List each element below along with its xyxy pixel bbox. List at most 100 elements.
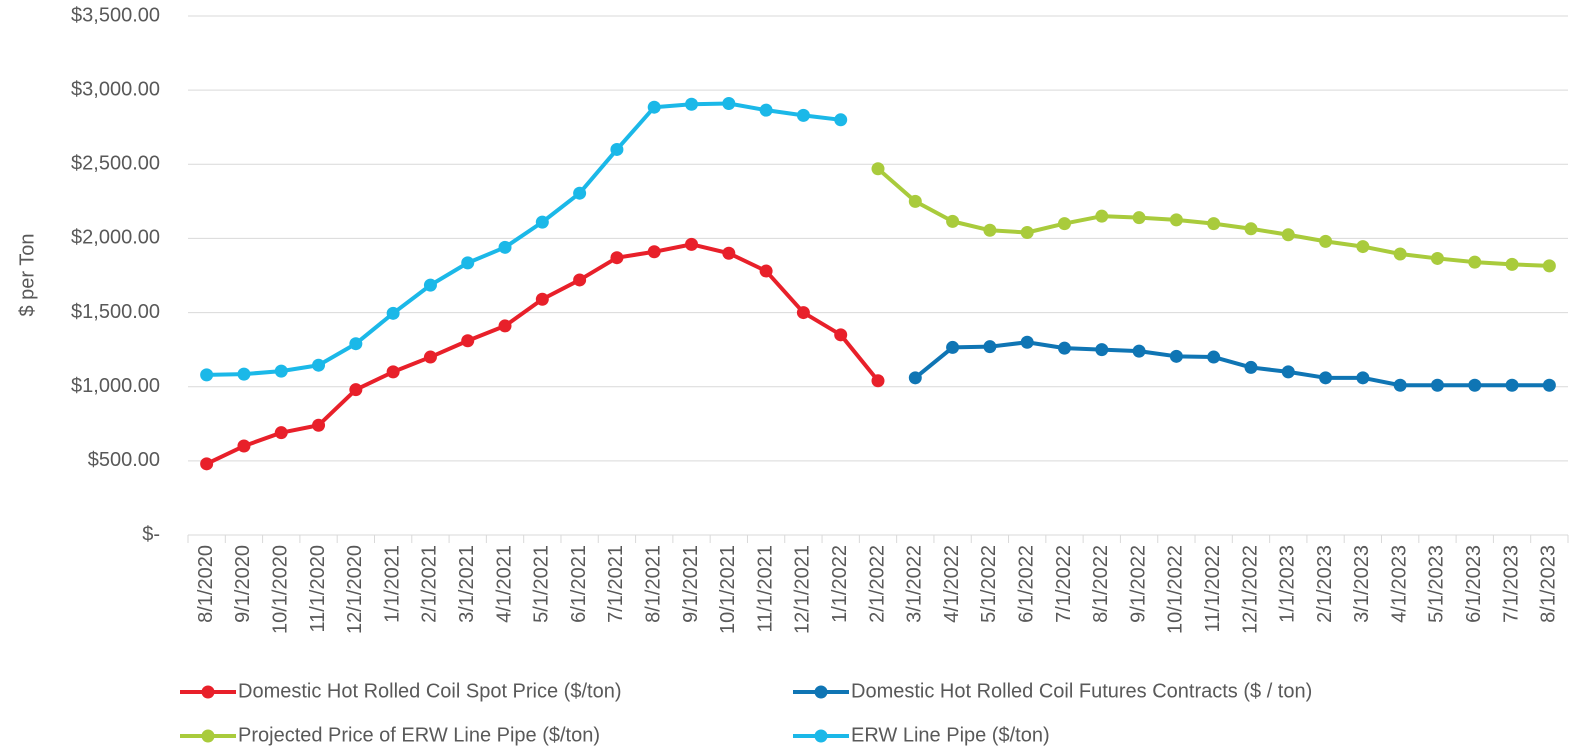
data-point (983, 340, 997, 354)
data-point (1542, 259, 1556, 273)
data-point (386, 306, 400, 320)
data-point (535, 215, 549, 229)
data-point (610, 251, 624, 265)
y-tick-label: $2,000.00 (71, 227, 160, 249)
data-point (1095, 343, 1109, 357)
x-tick-label: 1/1/2023 (1277, 545, 1299, 623)
x-tick-label: 3/1/2023 (1351, 545, 1373, 623)
y-tick-label: $1,000.00 (71, 375, 160, 397)
data-point (535, 292, 549, 306)
x-tick-label: 9/1/2022 (1127, 545, 1149, 623)
data-point (1393, 247, 1407, 261)
data-point (1542, 378, 1556, 392)
data-point (1207, 350, 1221, 364)
series-line (205, 242, 880, 466)
y-tick-label: $500.00 (88, 449, 160, 471)
data-point (685, 237, 699, 251)
data-point (1468, 378, 1482, 392)
data-point (1020, 225, 1034, 239)
x-tick-label: 6/1/2021 (568, 545, 590, 623)
data-point (1132, 344, 1146, 358)
data-point (498, 319, 512, 333)
x-tick-label: 8/1/2022 (1090, 545, 1112, 623)
data-point (1356, 240, 1370, 254)
x-tick-label: 3/1/2021 (456, 545, 478, 623)
data-point (908, 371, 922, 385)
data-point (1207, 217, 1221, 231)
x-tick-label: 12/1/2022 (1239, 545, 1261, 634)
data-point (200, 368, 214, 382)
data-point (647, 245, 661, 259)
x-tick-label: 4/1/2021 (493, 545, 515, 623)
data-point (461, 334, 475, 348)
data-point (274, 364, 288, 378)
data-point (610, 142, 624, 156)
x-tick-label: 2/1/2021 (419, 545, 441, 623)
x-tick-label: 4/1/2022 (941, 545, 963, 623)
data-point (983, 223, 997, 237)
data-point (312, 358, 326, 372)
x-tick-label: 4/1/2023 (1388, 545, 1410, 623)
x-tick-label: 12/1/2021 (792, 545, 814, 634)
legend-label: ERW Line Pipe ($/ton) (851, 724, 1050, 746)
data-point (461, 256, 475, 270)
y-tick-label: $3,000.00 (71, 78, 160, 100)
data-point (1356, 371, 1370, 385)
data-point (1132, 211, 1146, 225)
data-point (1393, 378, 1407, 392)
x-tick-label: 8/1/2020 (195, 545, 217, 623)
y-tick-label: $3,500.00 (71, 4, 160, 26)
data-point (796, 306, 810, 320)
data-point (1057, 341, 1071, 355)
data-point (573, 273, 587, 287)
data-point (796, 108, 810, 122)
x-tick-label: 10/1/2022 (1165, 545, 1187, 634)
data-point (1505, 378, 1519, 392)
data-point (1095, 209, 1109, 223)
x-tick-label: 3/1/2022 (904, 545, 926, 623)
data-point (237, 439, 251, 453)
x-tick-label: 5/1/2023 (1426, 545, 1448, 623)
data-point (946, 214, 960, 228)
y-axis-label: $ per Ton (16, 233, 38, 316)
y-tick-label: $1,500.00 (71, 301, 160, 323)
data-point (722, 246, 736, 260)
legend-marker (201, 729, 215, 743)
legend-label: Domestic Hot Rolled Coil Futures Contrac… (851, 680, 1312, 702)
x-tick-label: 11/1/2022 (1202, 545, 1224, 633)
data-point (1244, 360, 1258, 374)
x-tick-label: 7/1/2022 (1053, 545, 1075, 623)
x-tick-label: 2/1/2022 (866, 545, 888, 623)
data-point (423, 350, 437, 364)
legend-marker (814, 685, 828, 699)
data-point (685, 97, 699, 111)
legend-label: Domestic Hot Rolled Coil Spot Price ($/t… (238, 680, 621, 702)
data-point (349, 337, 363, 351)
series-line (206, 101, 841, 377)
data-point (647, 100, 661, 114)
data-point (759, 103, 773, 117)
data-point (423, 278, 437, 292)
x-tick-label: 8/1/2023 (1538, 545, 1560, 623)
data-point (946, 340, 960, 354)
data-point (834, 328, 848, 342)
x-tick-label: 12/1/2020 (344, 545, 366, 634)
data-point (1169, 349, 1183, 363)
data-point (1430, 251, 1444, 265)
x-tick-label: 1/1/2021 (381, 545, 403, 623)
x-tick-label: 7/1/2023 (1500, 545, 1522, 623)
data-point (573, 186, 587, 200)
data-point (871, 374, 885, 388)
data-point (1281, 365, 1295, 379)
data-point (1319, 371, 1333, 385)
x-tick-label: 2/1/2023 (1314, 545, 1336, 623)
x-tick-label: 10/1/2020 (270, 545, 292, 634)
data-point (1468, 255, 1482, 269)
data-point (834, 113, 848, 127)
data-point (1319, 234, 1333, 248)
data-point (722, 96, 736, 110)
x-tick-label: 11/1/2020 (307, 545, 329, 633)
x-tick-label: 9/1/2020 (232, 545, 254, 623)
data-point (759, 264, 773, 278)
x-tick-label: 6/1/2023 (1463, 545, 1485, 623)
